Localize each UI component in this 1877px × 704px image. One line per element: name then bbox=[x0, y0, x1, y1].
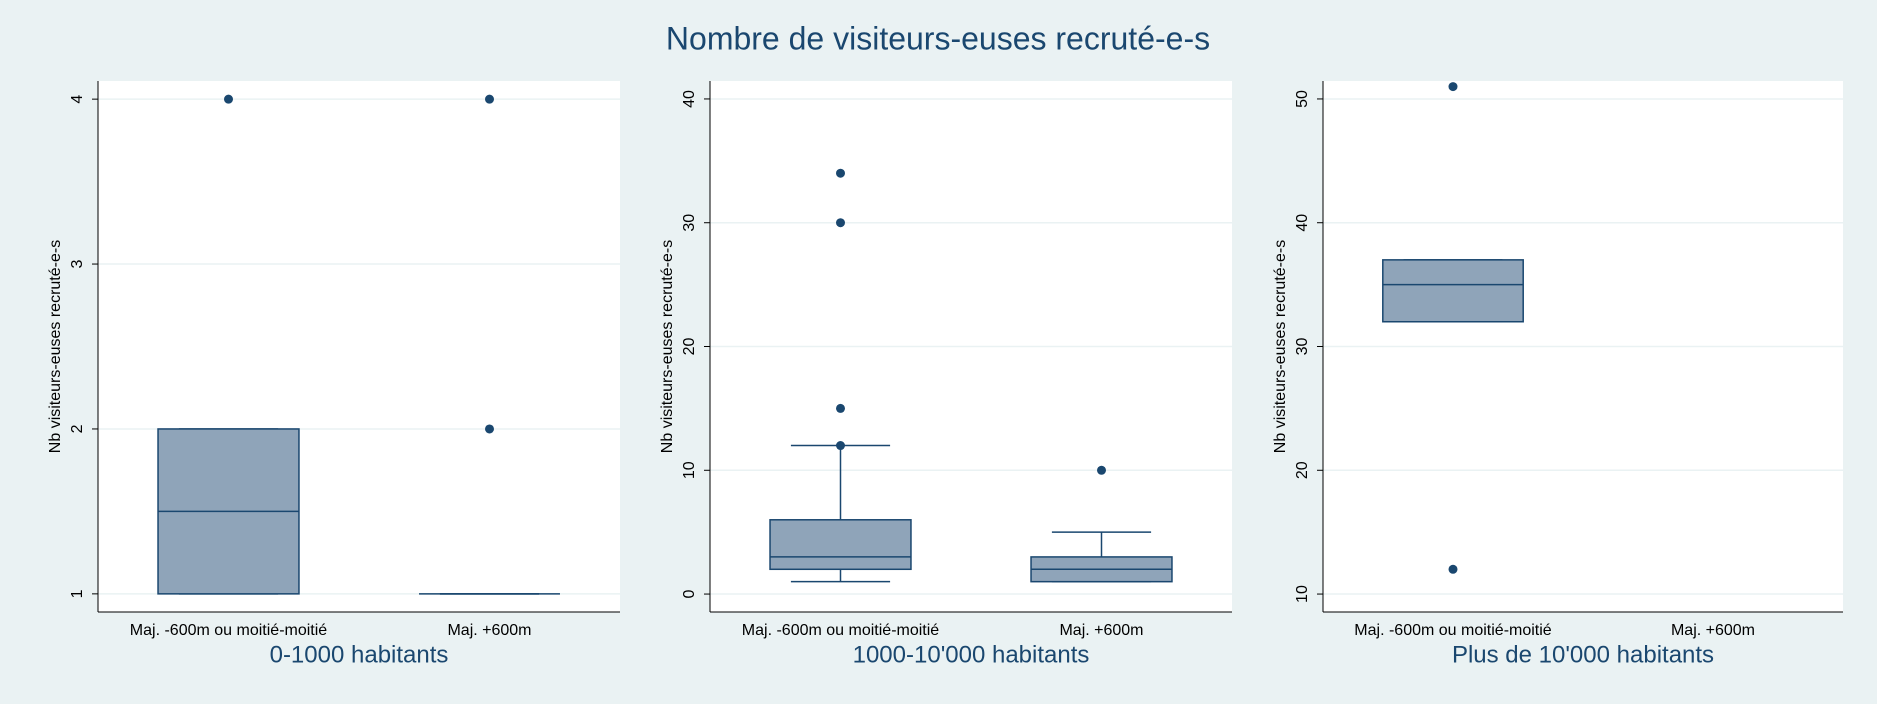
y-tick-label: 40 bbox=[1294, 214, 1311, 232]
y-tick-label: 30 bbox=[1294, 338, 1311, 356]
x-tick-label: Maj. -600m ou moitié-moitié bbox=[130, 622, 328, 639]
y-axis-label: Nb visiteurs-euses recruté-e-s bbox=[659, 240, 676, 453]
outlier bbox=[1448, 564, 1458, 574]
chart-title: Nombre de visiteurs-euses recruté-e-s bbox=[666, 20, 1210, 56]
panel-title: 0-1000 habitants bbox=[270, 641, 449, 668]
outlier bbox=[836, 168, 845, 178]
x-tick-label: Maj. -600m ou moitié-moitié bbox=[742, 622, 940, 639]
box bbox=[769, 519, 912, 571]
y-tick-label: 2 bbox=[69, 424, 86, 433]
y-axis-label: Nb visiteurs-euses recruté-e-s bbox=[1272, 240, 1289, 453]
outlier bbox=[836, 403, 845, 413]
outlier bbox=[836, 441, 845, 451]
y-tick-label: 20 bbox=[1294, 461, 1311, 479]
y-tick-label: 4 bbox=[69, 95, 86, 104]
outlier bbox=[836, 218, 845, 228]
outlier bbox=[485, 424, 494, 434]
outlier bbox=[485, 94, 494, 104]
y-tick-label: 1 bbox=[69, 589, 86, 598]
y-tick-label: 3 bbox=[69, 259, 86, 268]
x-tick-label: Maj. +600m bbox=[1059, 622, 1143, 639]
x-tick-label: Maj. +600m bbox=[1671, 622, 1755, 639]
y-tick-label: 10 bbox=[681, 461, 698, 479]
y-tick-label: 10 bbox=[1294, 585, 1311, 603]
x-tick-label: Maj. +600m bbox=[447, 622, 531, 639]
y-tick-label: 0 bbox=[681, 590, 698, 599]
y-tick-label: 20 bbox=[681, 338, 698, 356]
y-tick-label: 50 bbox=[1294, 90, 1311, 108]
y-axis-label: Nb visiteurs-euses recruté-e-s bbox=[47, 240, 64, 453]
box bbox=[1382, 259, 1524, 323]
y-tick-label: 30 bbox=[681, 214, 698, 232]
outlier bbox=[224, 94, 233, 104]
y-tick-label: 40 bbox=[681, 90, 698, 108]
outlier bbox=[1097, 465, 1106, 475]
x-tick-label: Maj. -600m ou moitié-moitié bbox=[1354, 622, 1552, 639]
panel-title: 1000-10'000 habitants bbox=[853, 641, 1090, 668]
panel-title: Plus de 10'000 habitants bbox=[1452, 641, 1714, 668]
outlier bbox=[1448, 82, 1458, 92]
